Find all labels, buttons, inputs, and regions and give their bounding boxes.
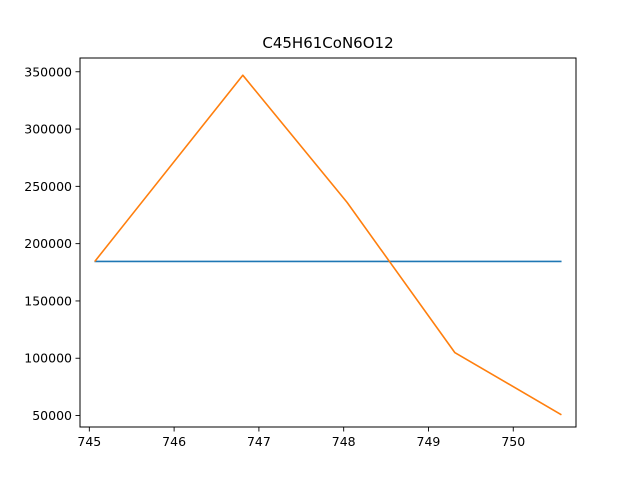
x-tick-label: 748 [332, 434, 356, 449]
y-axis: 50000 100000 150000 200000 250000 300000 35000… [24, 64, 80, 423]
x-tick-label: 749 [417, 434, 441, 449]
chart-title: C45H61CoN6O12 [262, 34, 393, 52]
x-tick-label: 747 [247, 434, 271, 449]
y-tick-label: 50000 [32, 408, 72, 423]
plot-area-frame [79, 57, 577, 428]
series-line-2 [94, 74, 562, 416]
y-tick-label: 350000 [24, 64, 72, 79]
y-tick-label: 200000 [24, 236, 72, 251]
y-tick-label: 300000 [24, 122, 72, 137]
series-layer [94, 74, 562, 416]
y-tick-label: 100000 [24, 351, 72, 366]
y-tick-label: 150000 [24, 293, 72, 308]
x-axis: 745 746 747 748 749 750 [77, 427, 525, 449]
y-tick-label: 250000 [24, 179, 72, 194]
x-tick-label: 746 [162, 434, 186, 449]
x-tick-label: 745 [77, 434, 101, 449]
x-tick-label: 750 [501, 434, 525, 449]
